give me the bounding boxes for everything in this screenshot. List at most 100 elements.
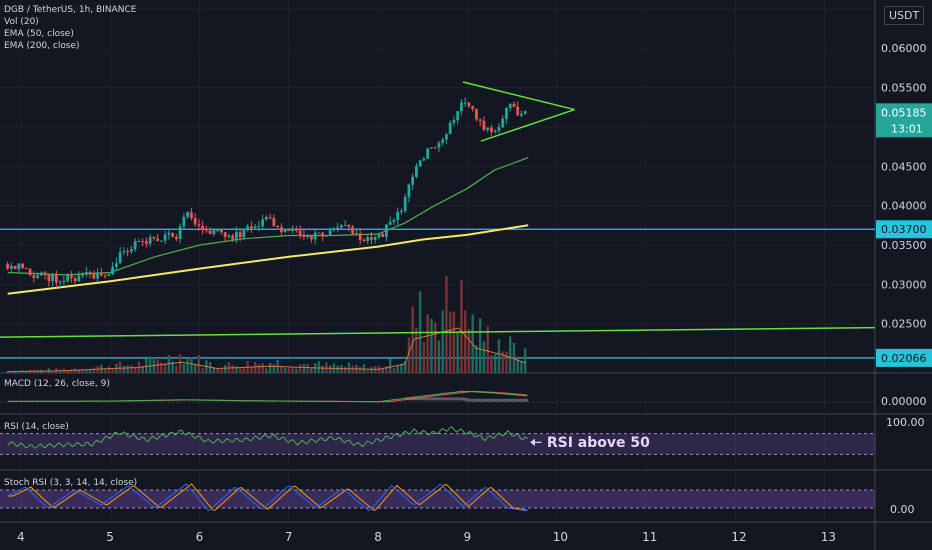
volume-bar [295,368,298,373]
ema200-indicator-label[interactable]: EMA (200, close) [4,41,80,51]
volume-bar [407,337,411,373]
level-price-tag [876,220,932,239]
volume-bar [85,370,88,373]
volume-bar [257,364,261,373]
candle-body [351,226,355,234]
volume-bar [197,355,201,373]
macd-axis-tick: 0.00000 [881,395,927,408]
candle-body [208,230,212,235]
rsi-annotation: 🠠 RSI above 50 [530,432,650,456]
volume-bar [77,370,81,373]
rsi-line [7,426,529,449]
volume-bar [250,367,253,373]
candle-body [291,229,295,231]
volume-bar [370,367,373,373]
currency-selector[interactable]: USDT [884,6,925,25]
candle-body [452,120,456,123]
candle-body [422,158,426,161]
volume-bar [403,361,407,373]
candle-body [114,263,118,267]
volume-bar [268,362,272,373]
candle-body [306,235,310,237]
candle-body [482,120,486,130]
candle-body [340,225,343,228]
candle-body [186,212,190,217]
candle-body [478,119,482,121]
candle-body [460,102,463,112]
ema50-indicator-label[interactable]: EMA (50, close) [4,29,74,39]
stoch-label[interactable]: Stoch RSI (3, 3, 14, 14, close) [4,478,138,488]
candle-body [238,232,242,238]
volume-bar [493,354,497,373]
volume-bar [261,363,264,373]
candle-body [276,225,280,227]
candle-body [9,265,13,269]
volume-bar [336,365,339,373]
volume-bar [366,369,369,373]
volume-bar [422,342,426,373]
price-axis-tick: 0.02500 [881,318,927,331]
candle-body [381,233,385,238]
candle-body [433,147,437,149]
horizontal-levels [0,228,875,359]
volume-bar [523,348,527,373]
macd-label[interactable]: MACD (12, 26, close, 9) [4,379,110,389]
candle-body [264,217,268,220]
candle-body [81,274,85,276]
long-trendline [0,326,876,338]
volume-bar [17,371,21,373]
time-axis-tick: 9 [464,530,472,544]
volume-bar [227,361,231,373]
volume-bar [362,364,366,373]
candle-body [28,269,32,276]
candle-body [279,226,283,233]
candle-body [272,217,276,226]
volume-bar [92,367,96,373]
volume-bar [253,361,257,373]
time-axis-tick: 11 [642,530,657,544]
candle-body [321,232,325,237]
candle-body [516,106,520,116]
time-axis-tick: 12 [731,530,746,544]
vol-indicator-label[interactable]: Vol (20) [4,17,39,27]
volume-bar [220,369,223,373]
rsi-axis-tick: 100.00 [886,416,925,429]
candle-body [317,232,321,234]
candle-body [475,109,478,120]
candle-body [388,221,392,225]
volume-bar [118,361,122,373]
volume-bar [212,367,216,373]
candle-body [298,230,302,236]
time-axis-tick: 5 [106,530,114,544]
candle-body [471,106,475,110]
volume-bar [430,318,433,373]
time-axis: 4 5 6 7 8 9 10 11 12 13 [17,530,836,544]
volume-bar [291,366,294,373]
rsi-label[interactable]: RSI (14, close) [4,422,69,432]
candle-body [347,224,351,227]
last-price-text: 0.05185 [881,106,927,119]
candle-body [343,224,347,226]
volume-bar [242,366,246,373]
candle-body [355,233,358,235]
annotation-text: RSI above 50 [546,435,650,451]
volume-bar [325,362,328,373]
volume-bar [317,361,321,373]
candle-body [411,176,415,185]
candle-body [456,111,460,121]
candle-body [523,111,527,114]
volume-bar [201,367,204,373]
volume-bar [456,331,459,373]
symbol-label[interactable]: DGB / TetherUS, 1h, BINANCE [4,5,137,15]
candle-body [137,240,141,242]
candle-body [467,102,471,107]
ema-200-path [7,224,529,295]
candle-body [159,240,163,242]
volume-bar [160,362,163,373]
volume-bar [501,351,504,373]
volume-bar [238,368,242,373]
time-axis-tick: 4 [17,530,25,544]
candle-body [77,275,81,282]
arrow-left-icon: 🠠 [530,435,542,451]
